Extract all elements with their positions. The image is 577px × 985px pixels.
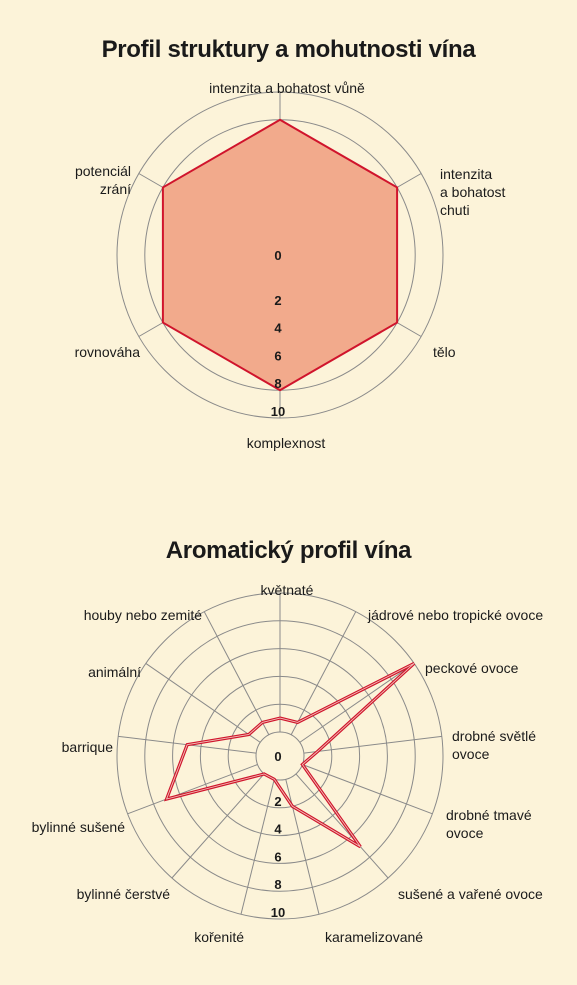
grid-spoke bbox=[127, 764, 258, 815]
axis-label-6: sušené a vařené ovoce bbox=[398, 886, 543, 902]
axis-label-3: tělo bbox=[433, 344, 456, 360]
grid-spoke bbox=[145, 662, 261, 743]
axis-label-5: rovnováha bbox=[75, 344, 141, 360]
tick-labels: 0 2 4 6 8 10 bbox=[271, 749, 285, 920]
tick-label-2: 2 bbox=[274, 794, 281, 809]
tick-label-10: 10 bbox=[271, 905, 285, 920]
series-line bbox=[164, 661, 416, 849]
axis-label-1: intenzita a bohatost vůně bbox=[209, 80, 365, 96]
tick-labels: 0 2 4 6 8 10 bbox=[271, 248, 285, 419]
series-line-inner bbox=[165, 662, 415, 848]
grid-spoke bbox=[302, 764, 433, 815]
axis-label-4: drobné světlé ovoce bbox=[452, 728, 536, 762]
tick-label-8: 8 bbox=[274, 376, 281, 391]
axis-label-1: květnaté bbox=[261, 582, 314, 598]
axis-labels: květnaté jádrové nebo tropické ovoce pecko… bbox=[32, 582, 544, 945]
axis-label-13: houby nebo zemité bbox=[84, 607, 203, 623]
grid-spoke bbox=[171, 773, 265, 879]
axis-labels: intenzita a bohatost vůně intenzita a boha… bbox=[75, 80, 506, 451]
radar-grid bbox=[116, 592, 444, 920]
chart-title-aroma: Aromatický profil vína bbox=[165, 537, 412, 564]
axis-label-12: animální bbox=[88, 664, 141, 680]
tick-label-8: 8 bbox=[274, 877, 281, 892]
axis-label-8: kořenité bbox=[194, 929, 244, 945]
axis-label-6: potenciál zrání bbox=[75, 163, 131, 197]
grid-spoke bbox=[290, 611, 357, 735]
axis-label-5: drobné tmavé ovoce bbox=[446, 807, 532, 841]
tick-label-6: 6 bbox=[274, 348, 281, 363]
grid-spoke bbox=[203, 611, 270, 735]
axis-label-10: bylinné sušené bbox=[32, 819, 126, 835]
tick-label-0: 0 bbox=[274, 749, 281, 764]
chart-title-structure: Profil struktury a mohutnosti vína bbox=[101, 36, 476, 63]
grid-spoke bbox=[285, 779, 320, 915]
axis-label-4: komplexnost bbox=[247, 435, 326, 451]
tick-label-0: 0 bbox=[274, 248, 281, 263]
axis-label-11: barrique bbox=[62, 739, 114, 755]
tick-label-2: 2 bbox=[274, 293, 281, 308]
grid-spoke bbox=[303, 735, 442, 754]
axis-label-2: intenzita a bohatost chuti bbox=[440, 166, 505, 218]
axis-label-3: peckové ovoce bbox=[425, 660, 519, 676]
grid-spoke bbox=[299, 662, 415, 743]
grid-spoke bbox=[240, 779, 275, 915]
tick-label-6: 6 bbox=[274, 849, 281, 864]
axis-label-2: jádrové nebo tropické ovoce bbox=[367, 607, 543, 623]
tick-label-4: 4 bbox=[274, 321, 282, 336]
tick-label-4: 4 bbox=[274, 822, 282, 837]
axis-label-7: karamelizované bbox=[325, 929, 423, 945]
tick-label-10: 10 bbox=[271, 404, 285, 419]
axis-label-9: bylinné čerstvé bbox=[77, 886, 171, 902]
grid-spoke bbox=[295, 773, 389, 879]
